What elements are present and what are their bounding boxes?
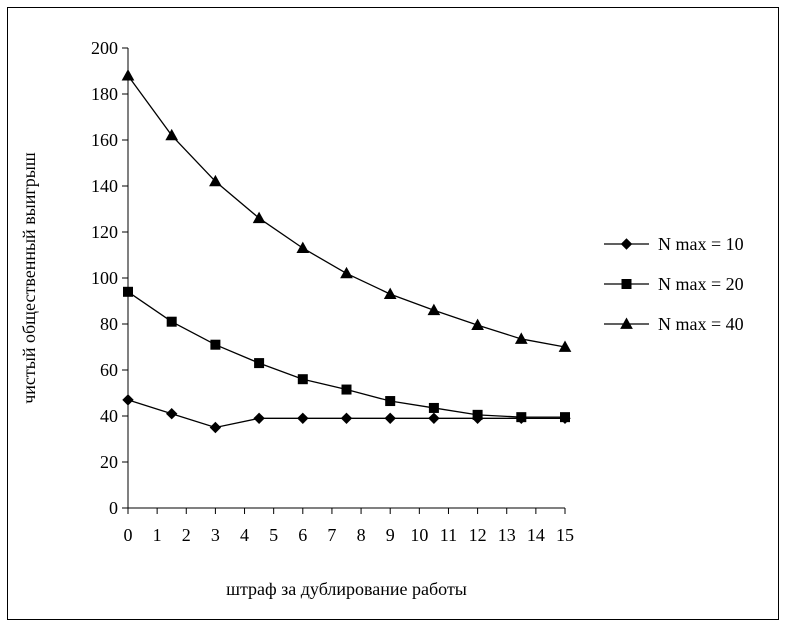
data-point [122,394,134,406]
y-tick-label: 80 [100,314,118,334]
data-point [210,339,221,350]
data-point [254,358,265,369]
data-point [560,412,570,423]
data-point [471,318,484,331]
legend: N max = 10 N max = 20 N max = 40 [604,234,744,334]
series-line [127,291,565,418]
data-point [253,412,265,425]
y-tick-label: 160 [91,130,118,150]
y-tick-label: 60 [100,360,118,380]
data-point [121,69,135,81]
x-tick-label: 7 [327,525,336,545]
legend-label: N max = 40 [658,314,744,334]
x-tick-label: 2 [182,525,191,545]
series-square [123,286,570,423]
x-axis-ticks: 0 1 2 3 4 5 6 7 8 9 10 11 12 13 14 15 [124,508,574,545]
y-tick-label: 100 [91,268,118,288]
y-axis-ticks: 0 20 40 60 80 100 120 140 160 180 200 [91,38,128,518]
y-axis-title: чистый общественный выигрыш [19,152,39,404]
series-triangle [121,69,572,352]
legend-marker [620,317,633,329]
series-layer [121,69,572,434]
data-point [209,174,222,187]
data-point [341,384,352,395]
x-tick-label: 10 [410,525,428,545]
data-point [252,211,266,224]
legend-label: N max = 10 [658,234,744,254]
x-tick-label: 14 [527,525,545,545]
legend-item: N max = 10 [604,234,744,254]
data-point [296,241,310,253]
x-tick-label: 13 [498,525,516,545]
x-tick-label: 5 [269,525,278,545]
data-point [428,412,440,425]
chart-frame [7,7,779,620]
y-tick-label: 40 [100,406,118,426]
x-tick-label: 6 [298,525,307,545]
data-point [123,286,133,297]
x-tick-label: 11 [440,525,457,545]
data-point [383,287,397,299]
x-tick-label: 3 [211,525,220,545]
data-point [340,266,353,279]
legend-item: N max = 20 [604,274,744,294]
x-tick-label: 9 [386,525,395,545]
data-point [427,303,441,316]
legend-marker [620,238,633,250]
data-point [514,332,528,344]
data-point [384,412,396,425]
x-tick-label: 1 [153,525,162,545]
data-point [340,412,353,425]
x-tick-label: 4 [240,525,249,545]
legend-item: N max = 40 [604,314,744,334]
data-point [428,402,439,413]
x-tick-label: 0 [124,525,133,545]
data-point [297,374,308,385]
x-tick-label: 15 [556,525,574,545]
data-point [472,409,483,420]
data-point [165,407,178,420]
data-point [297,412,309,425]
legend-marker [621,279,632,289]
y-tick-label: 0 [109,498,118,518]
x-tick-label: 8 [357,525,366,545]
y-tick-label: 140 [91,176,118,196]
x-tick-label: 12 [469,525,487,545]
y-tick-label: 200 [91,38,118,58]
data-point [166,316,177,327]
series-line [127,75,566,348]
data-point [165,128,179,141]
y-tick-label: 180 [91,84,118,104]
x-axis-title: штраф за дублирование работы [226,579,467,599]
series-diamond [122,394,571,434]
data-point [516,412,527,423]
data-point [558,340,572,352]
data-point [209,421,222,434]
legend-label: N max = 20 [658,274,744,294]
y-tick-label: 20 [100,452,118,472]
data-point [385,396,396,407]
y-tick-label: 120 [91,222,118,242]
